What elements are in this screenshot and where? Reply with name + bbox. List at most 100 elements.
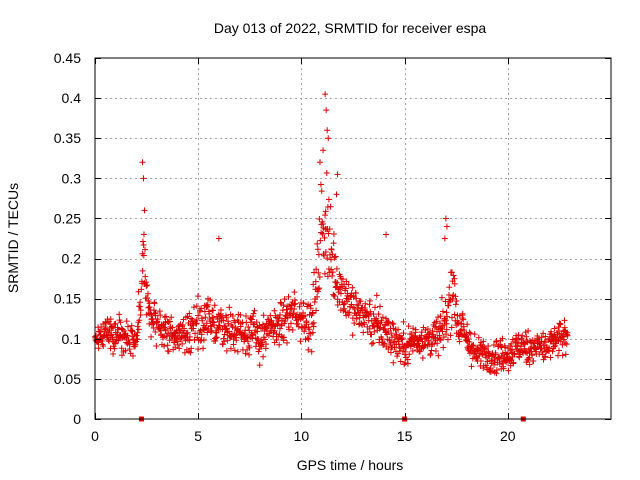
data-point — [561, 317, 568, 324]
data-point — [107, 316, 114, 323]
data-point — [161, 314, 168, 321]
data-point — [242, 313, 249, 320]
data-point — [372, 304, 378, 311]
y-tick-label: 0.35 — [54, 130, 81, 146]
data-point — [198, 305, 205, 312]
data-point — [223, 347, 230, 354]
data-point — [370, 340, 377, 347]
data-point — [151, 300, 158, 307]
data-point — [323, 107, 330, 114]
data-point — [505, 367, 512, 374]
data-point — [330, 291, 337, 298]
data-point — [134, 329, 141, 336]
x-axis: 0 5 10 15 20 — [91, 58, 516, 444]
data-point — [166, 318, 173, 325]
y-axis-label: SRMTID / TECUs — [5, 183, 21, 293]
data-point — [448, 324, 455, 331]
data-point — [443, 320, 450, 327]
data-point — [174, 338, 181, 345]
data-point — [277, 299, 284, 306]
data-point — [390, 359, 397, 366]
data-point — [234, 348, 241, 355]
y-tick-label: 0.3 — [62, 170, 82, 186]
data-point — [375, 311, 382, 318]
grid-lines — [95, 58, 611, 419]
chart-title: Day 013 of 2022, SRMTID for receiver esp… — [214, 20, 487, 36]
data-point — [368, 331, 375, 338]
data-point — [233, 337, 240, 344]
data-point — [510, 359, 517, 366]
data-point — [357, 298, 364, 305]
data-point — [320, 147, 327, 154]
data-point — [154, 316, 161, 323]
data-point — [277, 311, 284, 318]
data-point — [348, 301, 355, 308]
data-point — [136, 317, 143, 324]
data-point — [333, 265, 340, 272]
data-point — [486, 350, 493, 357]
data-point — [321, 252, 328, 259]
data-point — [460, 316, 467, 323]
data-point — [444, 313, 451, 320]
data-point — [360, 314, 367, 321]
data-point — [224, 337, 231, 344]
data-point — [462, 333, 469, 340]
data-point — [117, 319, 124, 326]
data-point — [427, 350, 434, 357]
data-point — [246, 351, 253, 358]
data-point — [163, 313, 170, 320]
data-point — [139, 159, 146, 166]
data-point — [132, 341, 139, 348]
data-point — [273, 314, 280, 321]
data-point — [143, 294, 150, 301]
data-point — [164, 342, 171, 349]
data-point — [351, 320, 358, 327]
data-point — [100, 342, 107, 349]
x-tick-label: 20 — [500, 428, 516, 444]
data-point — [353, 315, 360, 322]
data-point — [217, 307, 224, 314]
data-point — [349, 332, 356, 339]
data-point — [95, 345, 102, 352]
data-point — [516, 354, 523, 361]
data-point — [539, 349, 546, 356]
data-point — [310, 281, 317, 288]
data-point — [237, 311, 244, 318]
data-point — [103, 319, 110, 326]
data-point — [500, 365, 507, 372]
data-point — [146, 303, 153, 310]
data-point — [424, 325, 431, 332]
data-point — [491, 361, 498, 368]
data-point — [399, 335, 406, 342]
data-point — [291, 289, 298, 296]
data-point — [349, 284, 356, 291]
data-point — [470, 342, 477, 349]
data-point — [186, 310, 193, 317]
data-point — [465, 335, 472, 342]
data-point — [124, 332, 131, 339]
data-point — [267, 312, 274, 319]
data-point — [546, 347, 553, 354]
data-point — [321, 234, 328, 241]
data-point — [434, 340, 441, 347]
data-point — [329, 269, 336, 276]
data-point — [174, 332, 181, 339]
data-point — [198, 331, 205, 338]
data-point — [490, 342, 497, 349]
data-point — [451, 280, 458, 287]
data-point — [412, 326, 419, 333]
data-point — [438, 294, 445, 301]
data-point — [150, 324, 157, 331]
data-point — [538, 334, 545, 341]
data-point — [106, 338, 113, 345]
data-point — [407, 343, 414, 350]
x-axis-label: GPS time / hours — [297, 457, 404, 473]
data-point — [315, 286, 322, 293]
y-tick-label: 0.4 — [62, 90, 82, 106]
data-point — [231, 347, 238, 354]
data-point — [444, 336, 451, 343]
data-point — [209, 318, 216, 325]
data-point — [140, 252, 147, 259]
data-point — [466, 329, 473, 336]
data-point — [337, 307, 344, 314]
